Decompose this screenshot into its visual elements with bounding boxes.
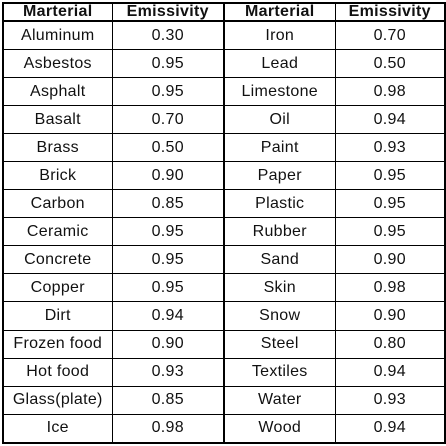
material-cell-left: Copper — [2, 273, 113, 303]
table-row: Dirt 0.94 Snow 0.90 — [2, 301, 446, 331]
emissivity-cell-right: 0.95 — [334, 189, 446, 219]
table-row: Copper 0.95 Skin 0.98 — [2, 273, 446, 303]
material-cell-left: Ceramic — [2, 217, 113, 247]
material-cell-right: Oil — [223, 105, 336, 135]
material-cell-left: Frozen food — [2, 329, 113, 359]
emissivity-cell-left: 0.85 — [111, 189, 225, 219]
material-cell-left: Carbon — [2, 189, 113, 219]
material-cell-right: Lead — [223, 49, 336, 79]
material-cell-right: Water — [223, 385, 336, 415]
table-row: Ice 0.98 Wood 0.94 — [2, 413, 446, 444]
table-header: Marterial Emissivity Marterial Emissivit… — [2, 2, 446, 22]
emissivity-cell-right: 0.93 — [334, 385, 446, 415]
material-cell-left: Dirt — [2, 301, 113, 331]
emissivity-cell-right: 0.70 — [334, 20, 446, 51]
table-row: Carbon 0.85 Plastic 0.95 — [2, 189, 446, 219]
header-material-left: Marterial — [2, 2, 113, 22]
emissivity-cell-left: 0.95 — [111, 245, 225, 275]
material-cell-right: Snow — [223, 301, 336, 331]
material-cell-left: Aluminum — [2, 20, 113, 51]
table-row: Asbestos 0.95 Lead 0.50 — [2, 49, 446, 79]
emissivity-cell-right: 0.94 — [334, 413, 446, 444]
emissivity-cell-left: 0.95 — [111, 49, 225, 79]
emissivity-cell-right: 0.98 — [334, 77, 446, 107]
emissivity-cell-right: 0.94 — [334, 357, 446, 387]
emissivity-cell-right: 0.95 — [334, 217, 446, 247]
material-cell-right: Steel — [223, 329, 336, 359]
emissivity-cell-left: 0.93 — [111, 357, 225, 387]
material-cell-right: Paint — [223, 133, 336, 163]
material-cell-right: Rubber — [223, 217, 336, 247]
material-cell-right: Iron — [223, 20, 336, 51]
material-cell-left: Concrete — [2, 245, 113, 275]
emissivity-cell-right: 0.98 — [334, 273, 446, 303]
emissivity-cell-left: 0.90 — [111, 161, 225, 191]
material-cell-right: Skin — [223, 273, 336, 303]
emissivity-cell-right: 0.93 — [334, 133, 446, 163]
material-cell-right: Limestone — [223, 77, 336, 107]
material-cell-left: Hot food — [2, 357, 113, 387]
emissivity-cell-left: 0.70 — [111, 105, 225, 135]
material-cell-left: Ice — [2, 413, 113, 444]
table-row: Concrete 0.95 Sand 0.90 — [2, 245, 446, 275]
emissivity-cell-left: 0.50 — [111, 133, 225, 163]
emissivity-cell-left: 0.94 — [111, 301, 225, 331]
material-cell-left: Glass(plate) — [2, 385, 113, 415]
material-cell-left: Brass — [2, 133, 113, 163]
emissivity-cell-right: 0.94 — [334, 105, 446, 135]
material-cell-right: Sand — [223, 245, 336, 275]
material-cell-right: Plastic — [223, 189, 336, 219]
table-row: Asphalt 0.95 Limestone 0.98 — [2, 77, 446, 107]
material-cell-left: Brick — [2, 161, 113, 191]
header-emissivity-right: Emissivity — [334, 2, 446, 22]
table-row: Glass(plate) 0.85 Water 0.93 — [2, 385, 446, 415]
table-row: Brick 0.90 Paper 0.95 — [2, 161, 446, 191]
table-body: Aluminum 0.30 Iron 0.70 Asbestos 0.95 Lead 0.50… — [2, 20, 446, 444]
emissivity-cell-left: 0.95 — [111, 77, 225, 107]
table-row: Basalt 0.70 Oil 0.94 — [2, 105, 446, 135]
material-cell-left: Basalt — [2, 105, 113, 135]
material-cell-left: Asphalt — [2, 77, 113, 107]
emissivity-cell-right: 0.90 — [334, 301, 446, 331]
header-emissivity-left: Emissivity — [111, 2, 225, 22]
material-cell-left: Asbestos — [2, 49, 113, 79]
table-row: Ceramic 0.95 Rubber 0.95 — [2, 217, 446, 247]
material-cell-right: Textiles — [223, 357, 336, 387]
table-row: Brass 0.50 Paint 0.93 — [2, 133, 446, 163]
header-row: Marterial Emissivity Marterial Emissivit… — [2, 2, 446, 22]
table-row: Frozen food 0.90 Steel 0.80 — [2, 329, 446, 359]
emissivity-cell-right: 0.80 — [334, 329, 446, 359]
table-row: Hot food 0.93 Textiles 0.94 — [2, 357, 446, 387]
material-cell-right: Wood — [223, 413, 336, 444]
material-cell-right: Paper — [223, 161, 336, 191]
emissivity-cell-left: 0.90 — [111, 329, 225, 359]
emissivity-cell-right: 0.50 — [334, 49, 446, 79]
emissivity-cell-right: 0.95 — [334, 161, 446, 191]
emissivity-cell-right: 0.90 — [334, 245, 446, 275]
header-material-right: Marterial — [223, 2, 336, 22]
emissivity-cell-left: 0.95 — [111, 273, 225, 303]
emissivity-cell-left: 0.30 — [111, 20, 225, 51]
emissivity-cell-left: 0.85 — [111, 385, 225, 415]
emissivity-cell-left: 0.98 — [111, 413, 225, 444]
table-row: Aluminum 0.30 Iron 0.70 — [2, 20, 446, 51]
emissivity-cell-left: 0.95 — [111, 217, 225, 247]
